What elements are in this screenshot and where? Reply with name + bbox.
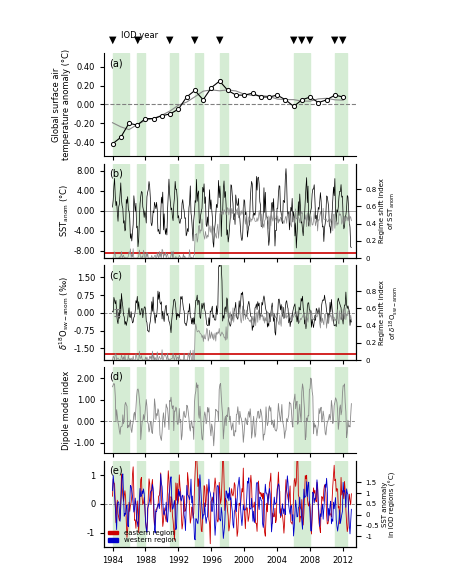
Bar [137,368,146,453]
Bar [294,53,310,156]
Bar [219,163,228,258]
Legend: eastern region, western region: eastern region, western region [108,530,176,543]
Bar [294,461,310,547]
Bar [112,368,129,453]
Y-axis label: $\delta^{18}$O$_{\rm sw-anom}$ (‰): $\delta^{18}$O$_{\rm sw-anom}$ (‰) [57,276,71,350]
Bar [195,53,203,156]
Y-axis label: SST$_{\rm anom}$ (°C): SST$_{\rm anom}$ (°C) [58,184,71,238]
Bar [335,53,347,156]
Bar [112,163,129,258]
Bar [195,266,203,360]
Text: ▼: ▼ [290,35,298,45]
Bar [112,266,129,360]
Bar [112,53,129,156]
Bar [219,266,228,360]
Text: (c): (c) [109,270,122,280]
Text: ▼: ▼ [191,35,199,45]
Bar [195,163,203,258]
Y-axis label: Regime shift index
of SST$_{\rm anom}$: Regime shift index of SST$_{\rm anom}$ [379,178,397,243]
Text: ▼: ▼ [109,35,116,45]
Bar [137,163,146,258]
Y-axis label: Regime shift index
of $\delta^{18}$O$_{\rm sw-anom}$: Regime shift index of $\delta^{18}$O$_{\… [379,280,400,345]
Bar [219,368,228,453]
Bar [137,266,146,360]
Text: IOD year: IOD year [121,31,158,40]
Bar [170,163,178,258]
Bar [335,461,347,547]
Bar [112,461,129,547]
Y-axis label: SST anomaly
in IOD regions (°C): SST anomaly in IOD regions (°C) [382,471,396,536]
Text: ▼: ▼ [307,35,314,45]
Bar [195,368,203,453]
Bar [335,266,347,360]
Y-axis label: Dipole mode index: Dipole mode index [62,371,71,450]
Text: (d): (d) [109,372,123,382]
Text: ▼: ▼ [166,35,174,45]
Text: ▼: ▼ [339,35,347,45]
Bar [195,461,203,547]
Text: (a): (a) [109,58,123,68]
Text: ▼: ▼ [331,35,338,45]
Bar [335,163,347,258]
Bar [170,53,178,156]
Text: (e): (e) [109,465,123,475]
Bar [294,163,310,258]
Bar [170,266,178,360]
Bar [219,53,228,156]
Bar [294,368,310,453]
Bar [335,368,347,453]
Bar [294,266,310,360]
Bar [137,461,146,547]
Text: ▼: ▼ [298,35,306,45]
Text: (b): (b) [109,168,123,178]
Y-axis label: Global surface air
temperature anomaly (°C): Global surface air temperature anomaly (… [52,49,71,160]
Bar [170,461,178,547]
Bar [170,368,178,453]
Text: ▼: ▼ [134,35,141,45]
Bar [219,461,228,547]
Bar [137,53,146,156]
Text: ▼: ▼ [216,35,223,45]
